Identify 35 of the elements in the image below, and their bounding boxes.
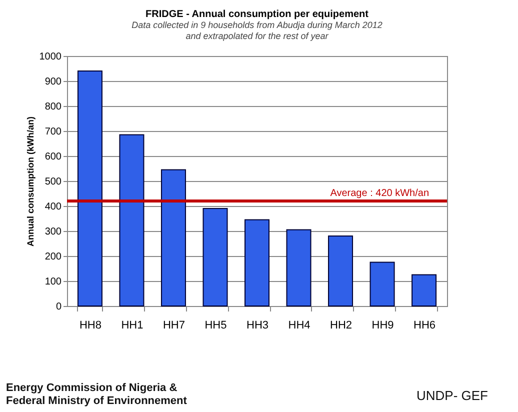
- bar: [370, 262, 395, 306]
- bar: [286, 229, 312, 306]
- x-tick-label: HH4: [288, 320, 310, 332]
- bar: [77, 70, 102, 306]
- bar: [328, 236, 354, 306]
- text: UNDP- GEF: [416, 388, 488, 403]
- y-tick-label: 700: [44, 126, 62, 138]
- chart-title: FRIDGE - Annual consumption per equipement: [146, 9, 370, 20]
- y-axis-title: Annual consumption (kWh/an): [25, 116, 36, 246]
- bar: [202, 208, 228, 306]
- x-tick-label: HH8: [79, 320, 102, 332]
- y-tick-label: 200: [44, 252, 62, 262]
- y-tick-label: 800: [44, 102, 62, 112]
- y-tick-label: 400: [44, 202, 62, 212]
- chart-subtitle: Data collected in 9 households from Abudja during March 2012 and extrapolated for the rest of year: [132, 20, 382, 41]
- x-tick-label: HH5: [204, 320, 227, 332]
- y-tick-label: 600: [44, 152, 62, 162]
- bar: [244, 219, 270, 306]
- bar: [119, 134, 144, 306]
- bar: [412, 274, 437, 306]
- y-tick-label: 300: [44, 226, 62, 238]
- x-tick-label: HH6: [414, 320, 436, 332]
- ref-line-label: Average : 420 kWh/an: [330, 188, 429, 199]
- x-tick-label: HH9: [372, 320, 394, 332]
- y-tick-label: 900: [44, 76, 62, 88]
- y-tick-label: 100: [44, 276, 62, 288]
- bar: [160, 169, 186, 306]
- y-tick-label: 1000: [39, 52, 62, 62]
- x-tick-label: HH7: [162, 320, 185, 332]
- x-tick-label: HH1: [121, 320, 144, 332]
- y-tick-label: 500: [44, 176, 62, 188]
- y-tick-label: 0: [56, 302, 62, 312]
- x-tick-label: HH3: [246, 320, 269, 332]
- text: Energy Commission of Nigeria & Federal Ministry of Environnement: [6, 382, 187, 408]
- x-tick-label: HH2: [330, 320, 352, 332]
